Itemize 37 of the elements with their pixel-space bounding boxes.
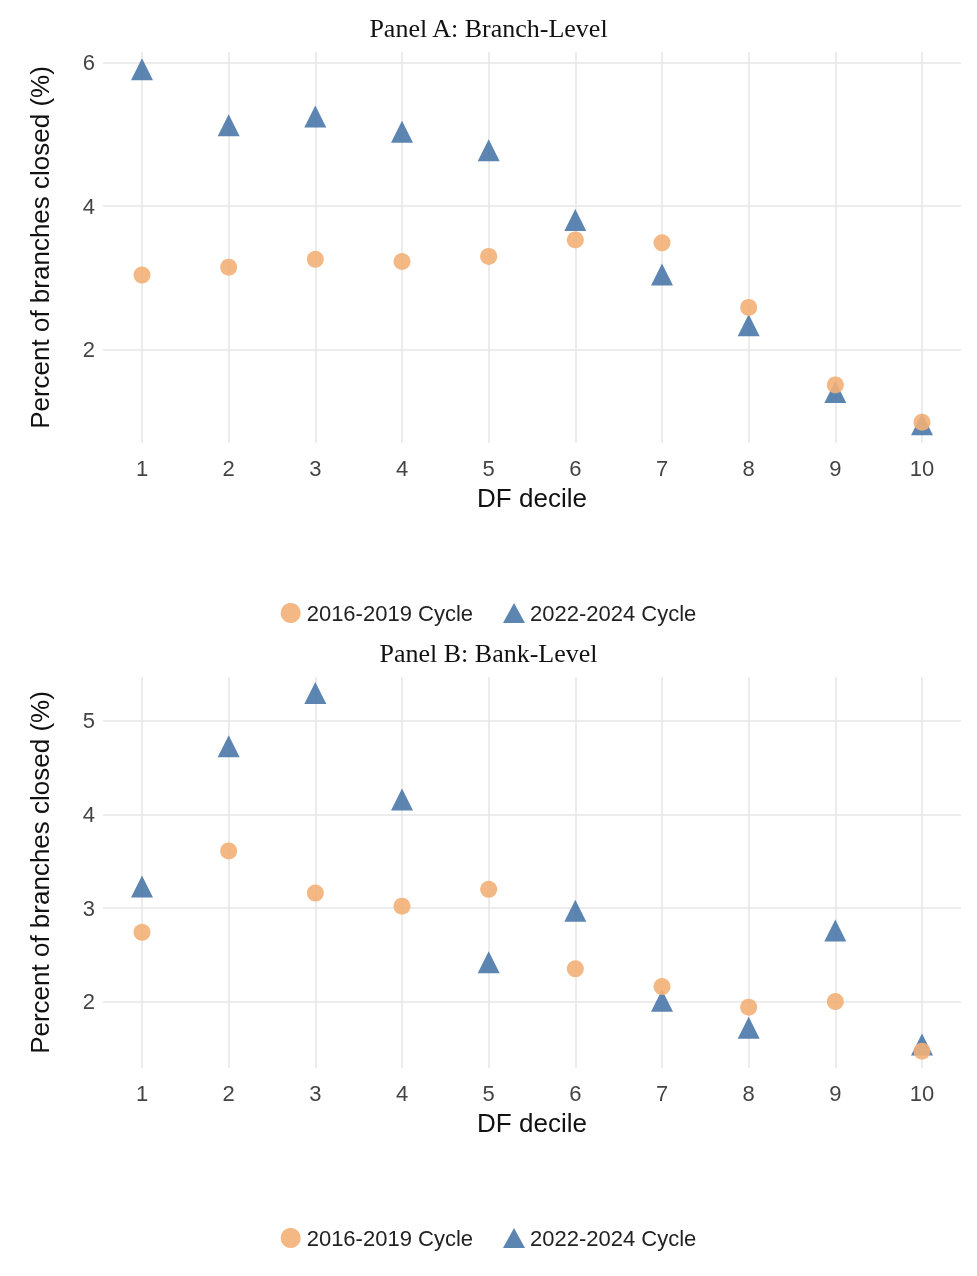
chart-title: Panel A: Branch-Level [369, 13, 608, 43]
y-tick-label: 3 [82, 895, 95, 921]
x-tick-label: 2 [222, 455, 235, 481]
x-axis-title: DF decile [477, 1108, 587, 1138]
legend-label: 2022-2024 Cycle [530, 600, 697, 626]
x-tick-label: 10 [909, 455, 935, 481]
x-tick-label: 1 [135, 1080, 149, 1106]
legend-label: 2016-2019 Cycle [306, 600, 474, 626]
y-tick-label: 5 [82, 708, 95, 734]
chart-title: Panel B: Bank-Level [379, 638, 598, 668]
x-tick-label: 9 [829, 455, 842, 481]
x-tick-label: 8 [742, 455, 755, 481]
x-tick-label: 6 [569, 1080, 582, 1106]
x-tick-label: 10 [909, 1080, 935, 1106]
legend-label: 2016-2019 Cycle [306, 1225, 474, 1251]
x-tick-label: 4 [395, 455, 409, 481]
y-tick-label: 4 [82, 193, 95, 219]
x-tick-label: 9 [829, 1080, 842, 1106]
x-tick-label: 3 [309, 1080, 322, 1106]
x-tick-label: 1 [135, 455, 149, 481]
y-axis-title: Percent of branches closed (%) [25, 691, 55, 1054]
x-tick-label: 4 [395, 1080, 409, 1106]
y-tick-label: 4 [82, 802, 95, 827]
x-tick-label: 7 [655, 1080, 669, 1106]
y-tick-label: 2 [82, 989, 95, 1015]
x-tick-label: 2 [222, 1080, 235, 1106]
y-axis-title: Percent of branches closed (%) [25, 66, 55, 429]
x-axis-title: DF decile [477, 483, 587, 513]
x-tick-label: 6 [569, 455, 582, 481]
x-tick-label: 7 [655, 455, 669, 481]
x-tick-label: 3 [309, 455, 322, 481]
x-tick-label: 8 [742, 1080, 755, 1106]
y-tick-label: 6 [82, 50, 95, 76]
y-tick-label: 2 [82, 337, 95, 363]
x-tick-label: 5 [482, 1080, 495, 1106]
legend-label: 2022-2024 Cycle [530, 1225, 697, 1251]
x-tick-label: 5 [482, 455, 495, 481]
